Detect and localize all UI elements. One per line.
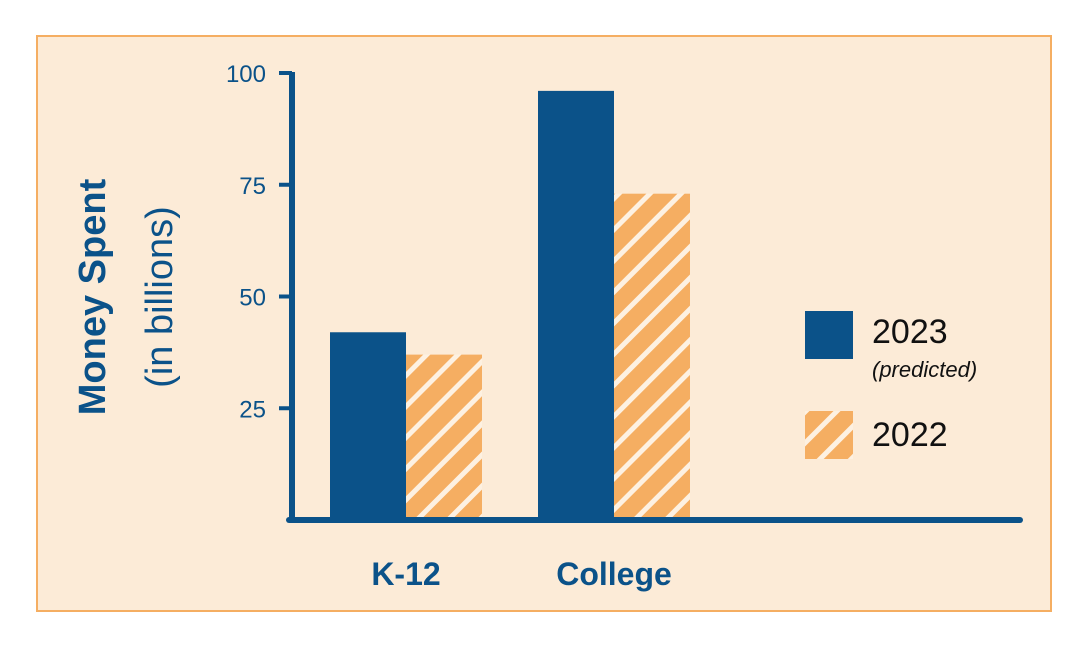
x-category-label: K-12 bbox=[371, 556, 440, 592]
axes bbox=[286, 72, 1023, 523]
x-axis-categories: K-12 College bbox=[371, 556, 671, 592]
y-tick-label: 100 bbox=[226, 61, 266, 88]
bars bbox=[330, 90, 690, 520]
legend-note-2023: (predicted) bbox=[872, 357, 977, 382]
y-tick-label: 75 bbox=[239, 173, 266, 200]
y-tick-label: 50 bbox=[239, 285, 266, 312]
bar-2022-k-12 bbox=[406, 354, 482, 520]
legend: 2023 (predicted) 2022 bbox=[805, 311, 977, 459]
bar-2022-college bbox=[614, 193, 690, 520]
x-category-label: College bbox=[556, 556, 672, 592]
legend-label-2023: 2023 bbox=[872, 313, 948, 351]
y-tick-label: 25 bbox=[239, 396, 266, 423]
y-axis-title: Money Spent (in billions) bbox=[72, 178, 181, 415]
y-axis-ticks: 25 50 75 100 bbox=[226, 61, 292, 423]
legend-label-2022: 2022 bbox=[872, 416, 948, 454]
y-axis-label-sub: (in billions) bbox=[139, 206, 181, 388]
legend-swatch-2022 bbox=[805, 411, 853, 459]
legend-swatch-2023 bbox=[805, 311, 853, 359]
bar-2023-college bbox=[538, 90, 614, 520]
y-axis-label-main: Money Spent bbox=[72, 178, 114, 415]
bar-2023-k-12 bbox=[330, 332, 406, 520]
